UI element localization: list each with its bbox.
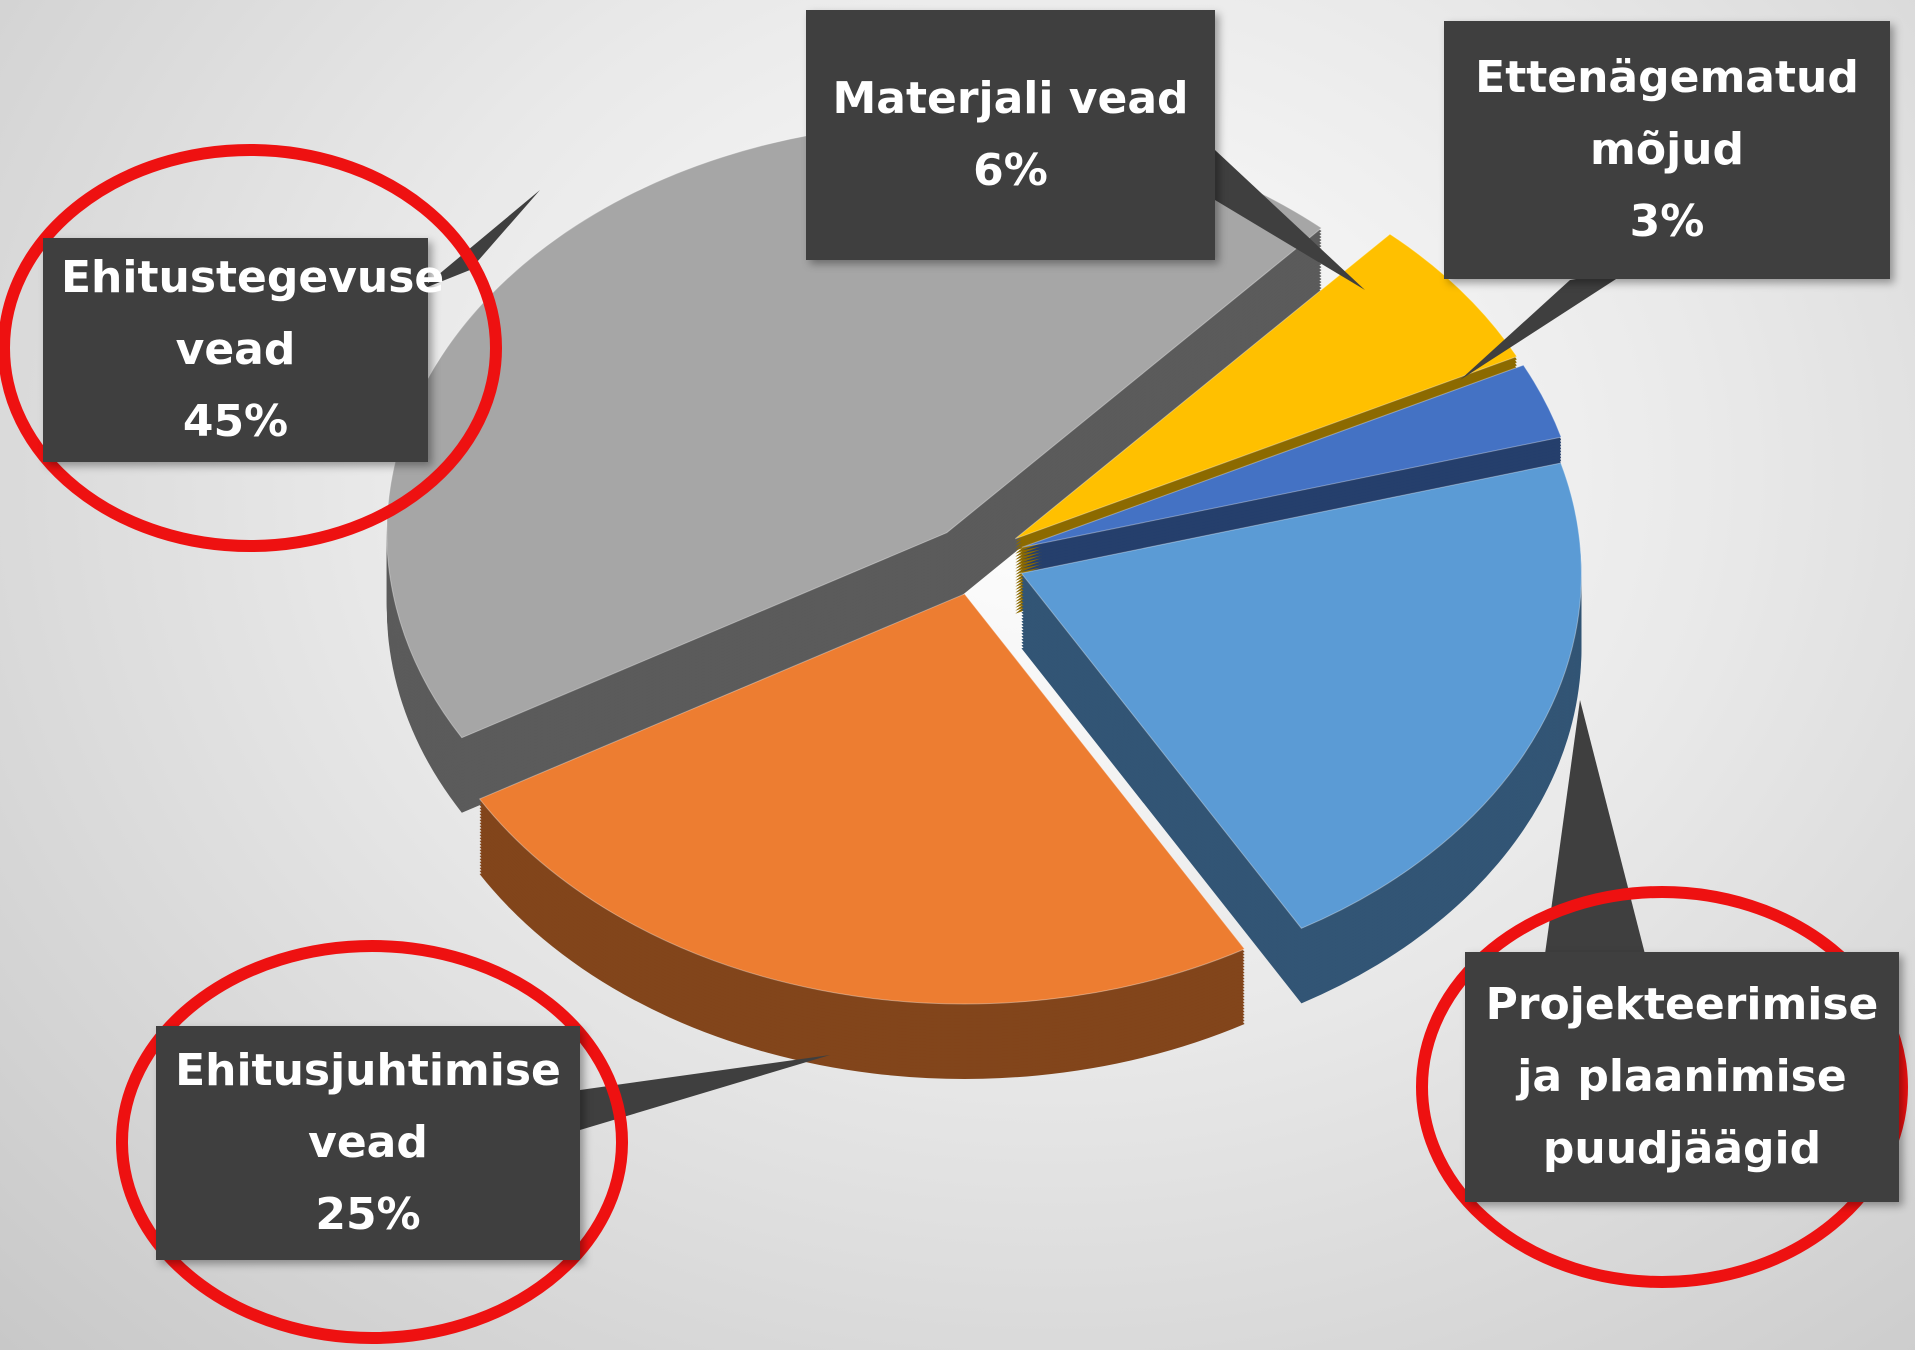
category-label: Ehitusjuhtimise vead xyxy=(175,1045,561,1168)
slice xyxy=(478,593,1246,1005)
slice xyxy=(1014,233,1518,540)
value-label: 45% xyxy=(182,396,289,447)
data-label: Ehitustegevuse vead 45% xyxy=(43,238,445,462)
highlights xyxy=(0,144,1908,1344)
slice xyxy=(1021,364,1562,548)
data-label: Ettenägematud mõjud 3% xyxy=(1444,21,1890,279)
data-label: Materjali vead 6% xyxy=(806,10,1215,260)
pointer xyxy=(1215,150,1365,290)
pie xyxy=(386,122,1582,1079)
category-label: Materjali vead xyxy=(832,73,1189,124)
value-label: 3% xyxy=(1629,196,1705,247)
data-label: Ehitusjuhtimise vead 25% xyxy=(156,1026,580,1260)
category-label: Ehitustegevuse vead xyxy=(61,252,445,375)
slice xyxy=(1020,462,1582,929)
highlight-ellipse xyxy=(0,144,502,552)
pointer xyxy=(580,1055,830,1130)
pointer xyxy=(1460,270,1630,380)
category-label: Projekteerimise ja plaanimise puudjäägid xyxy=(1485,979,1879,1174)
highlight-ellipse xyxy=(116,940,628,1344)
value-label: 6% xyxy=(973,145,1048,196)
data-label: Projekteerimise ja plaanimise puudjäägid xyxy=(1465,952,1899,1202)
highlight-ellipse xyxy=(1416,886,1908,1288)
value-label: 25% xyxy=(315,1189,421,1240)
pointer xyxy=(420,190,540,290)
category-label: Ettenägematud mõjud xyxy=(1475,52,1859,175)
pointers xyxy=(420,150,1645,1130)
